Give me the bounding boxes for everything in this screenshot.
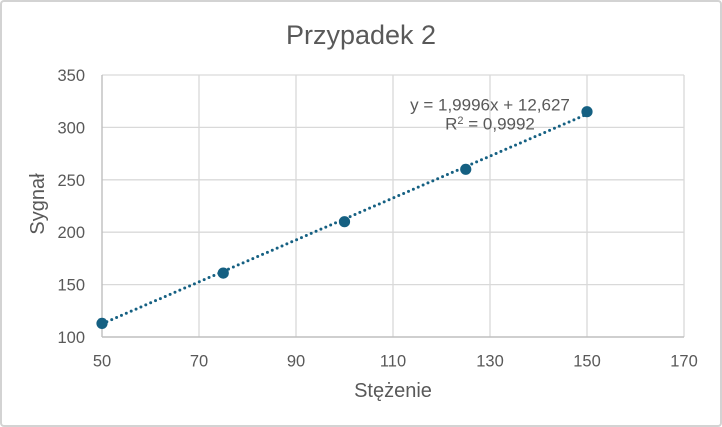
svg-text:Przypadek 2: Przypadek 2 [286,20,436,50]
svg-text:150: 150 [573,353,601,371]
svg-text:250: 250 [57,172,85,190]
svg-text:170: 170 [670,353,698,371]
svg-text:130: 130 [476,353,504,371]
svg-text:Sygnał: Sygnał [27,173,49,235]
svg-text:350: 350 [57,67,85,85]
svg-text:200: 200 [57,224,85,242]
svg-text:110: 110 [380,353,406,371]
svg-text:50: 50 [93,353,111,371]
svg-text:70: 70 [190,353,208,371]
svg-text:90: 90 [287,353,305,371]
svg-text:300: 300 [57,119,85,137]
svg-text:100: 100 [57,329,85,347]
svg-text:150: 150 [57,277,85,295]
svg-text:R2 = 0,9992: R2 = 0,9992 [445,115,535,134]
svg-text:Stężenie: Stężenie [354,380,432,402]
svg-text:y = 1,9996x + 12,627: y = 1,9996x + 12,627 [410,96,570,115]
